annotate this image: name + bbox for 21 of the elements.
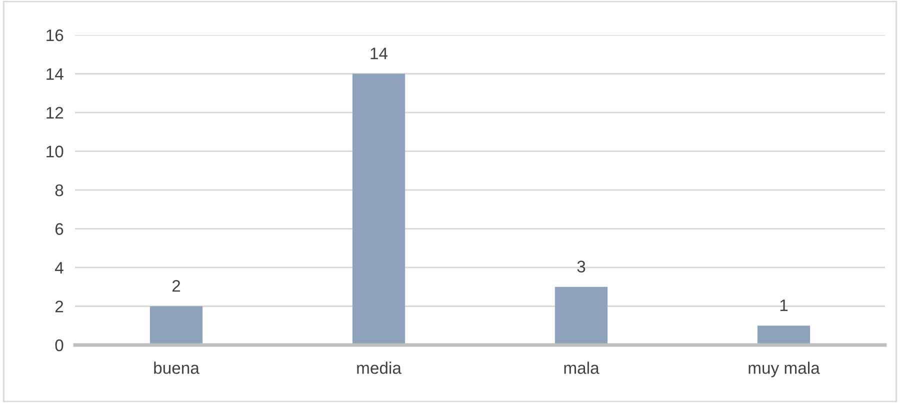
x-tick-label: mala [564, 362, 600, 374]
y-tick-label: 8 [55, 184, 64, 196]
y-tick-label: 14 [46, 68, 64, 80]
x-tick-label: muy mala [748, 362, 820, 378]
y-tick-label: 0 [55, 339, 64, 352]
data-label: 3 [577, 260, 586, 272]
x-tick-label: media [357, 362, 402, 374]
data-label: 1 [780, 300, 788, 312]
x-tick-label: buena [154, 362, 200, 374]
bar [352, 74, 406, 345]
data-label: 14 [370, 48, 388, 60]
y-tick-label: 4 [55, 262, 64, 274]
bar [757, 326, 810, 345]
bar [150, 306, 203, 345]
y-tick-label: 2 [55, 300, 64, 312]
y-tick-label: 10 [46, 146, 64, 158]
y-tick-label: 16 [46, 29, 64, 42]
y-tick-label: 6 [55, 223, 64, 235]
data-label: 2 [172, 280, 180, 292]
bar [554, 286, 608, 345]
y-tick-label: 12 [46, 106, 64, 119]
